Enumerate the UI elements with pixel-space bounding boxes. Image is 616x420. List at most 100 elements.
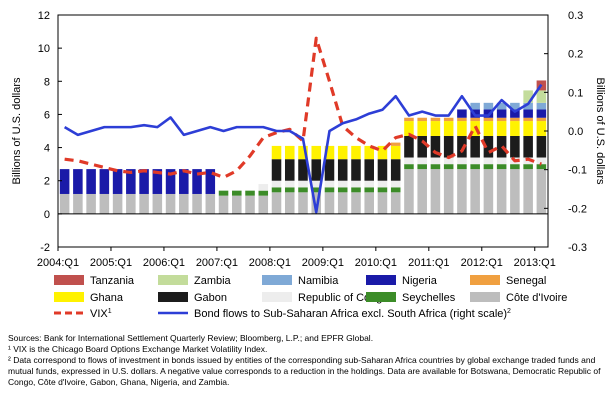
legend-label: VIX1 (90, 308, 112, 320)
bar-ghana-2009-q4 (364, 145, 374, 160)
bar-ghana-2011-q1 (430, 121, 441, 136)
bar-nigeria-2005-q3 (139, 169, 149, 194)
x-tick-label: 2006:Q1 (143, 257, 185, 269)
bar-gabon-2011-q1 (430, 135, 441, 158)
bar-seychelles-2011-q3 (457, 164, 467, 170)
bar-cote-d-ivoire-2009-q2 (337, 192, 348, 214)
legend-label: Gabon (194, 292, 227, 304)
bar-zambia-2012-q4 (523, 90, 533, 103)
y-tick-label: 12 (38, 10, 50, 22)
bar-cote-d-ivoire-2010-q3 (404, 169, 414, 214)
legend-swatch (470, 275, 500, 285)
bar-gabon-2008-q1 (271, 159, 282, 181)
bar-gabon-2009-q1 (324, 159, 335, 181)
bar-seychelles-2011-q1 (430, 164, 441, 170)
y-tick-label: 0 (44, 209, 50, 221)
bar-republic-of-congo-2008-q4 (311, 180, 322, 188)
bar-republic-of-congo-2012-q1 (483, 157, 494, 165)
legend-swatch (262, 292, 292, 302)
bar-cote-d-ivoire-2013-q1 (536, 169, 547, 214)
bar-seychelles-2012-q3 (510, 164, 520, 170)
legend-swatch (54, 292, 84, 302)
bar-ghana-2012-q2 (496, 121, 507, 136)
bar-zambia-2013-q1 (536, 90, 547, 103)
legend-label: Côte d'Ivoire (506, 292, 567, 304)
bar-ghana-2010-q2 (390, 145, 401, 160)
bar-ghana-2009-q3 (351, 145, 361, 160)
y-tick-label: 6 (44, 109, 50, 121)
bar-senegal-2011-q1 (430, 117, 441, 122)
bar-cote-d-ivoire-2010-q2 (390, 192, 401, 214)
legend-swatch (158, 275, 188, 285)
y-tick-label: 10 (38, 43, 50, 55)
bar-nigeria-2004-q2 (73, 169, 83, 194)
bar-cote-d-ivoire-2008-q3 (298, 192, 308, 214)
bar-republic-of-congo-2013-q1 (536, 157, 547, 165)
bar-republic-of-congo-2008-q1 (271, 180, 282, 188)
bar-seychelles-2009-q2 (337, 187, 348, 193)
legend-label: Ghana (90, 292, 124, 304)
x-tick-label: 2007:Q1 (196, 257, 238, 269)
y2-axis-title: Billions of U.S. dollars (594, 78, 606, 185)
footnote-2: ² Data correspond to flows of investment… (8, 355, 601, 387)
y-tick-label: -2 (40, 242, 50, 254)
bar-seychelles-2012-q1 (483, 164, 494, 170)
bar-gabon-2011-q4 (470, 135, 480, 158)
bar-senegal-2012-q3 (510, 117, 520, 122)
x-tick-label: 2004:Q1 (37, 257, 79, 269)
legend-label: Nigeria (402, 275, 438, 287)
x-tick-label: 2013:Q1 (514, 257, 556, 269)
footnote-1: ¹ VIX is the Chicago Board Options Excha… (8, 344, 268, 354)
bar-republic-of-congo-2010-q1 (377, 180, 388, 188)
bar-seychelles-2008-q1 (271, 187, 282, 193)
bar-seychelles-2009-q1 (324, 187, 335, 193)
y2-tick-label: -0.3 (568, 242, 587, 254)
bar-nigeria-2004-q3 (86, 169, 96, 194)
legend-label: Namibia (298, 275, 339, 287)
legend-swatch (54, 275, 84, 285)
bar-gabon-2013-q1 (536, 135, 547, 158)
bar-seychelles-2007-q3 (245, 190, 255, 196)
lines-layer (63, 36, 543, 214)
bar-nigeria-2005-q1 (112, 169, 123, 194)
legend-label: Seychelles (402, 292, 456, 304)
bar-seychelles-2012-q2 (496, 164, 507, 170)
bar-gabon-2012-q4 (523, 135, 533, 158)
bar-nigeria-2006-q1 (165, 169, 176, 194)
legend-swatch (158, 292, 188, 302)
legend-item-nigeria: Nigeria (366, 275, 438, 287)
legend-item-gabon: Gabon (158, 292, 227, 304)
bar-seychelles-2007-q4 (258, 190, 269, 196)
bars-layer (59, 80, 547, 214)
legend-swatch (366, 275, 396, 285)
bar-republic-of-congo-2011-q4 (470, 157, 480, 165)
legend-item-ghana: Ghana (54, 292, 124, 304)
bar-gabon-2009-q3 (351, 159, 361, 181)
y-tick-label: 4 (44, 143, 50, 155)
bar-cote-d-ivoire-2011-q4 (470, 169, 480, 214)
bar-nigeria-2013-q1 (536, 109, 547, 118)
bar-nigeria-2011-q3 (457, 109, 467, 118)
bar-seychelles-2010-q2 (390, 187, 401, 193)
bar-ghana-2009-q1 (324, 145, 335, 160)
bar-cote-d-ivoire-2012-q4 (523, 169, 533, 214)
bar-seychelles-2011-q2 (443, 164, 454, 170)
bar-senegal-2012-q2 (496, 117, 507, 122)
legend-label: Bond flows to Sub-Saharan Africa excl. S… (194, 308, 511, 320)
bar-ghana-2012-q1 (483, 121, 494, 136)
bar-nigeria-2012-q4 (523, 109, 533, 118)
bar-cote-d-ivoire-2004-q2 (73, 193, 83, 214)
bar-namibia-2012-q3 (510, 102, 520, 110)
bar-ghana-2010-q3 (404, 121, 414, 136)
legend-label: Tanzania (90, 275, 135, 287)
bar-senegal-2012-q4 (523, 117, 533, 122)
legend-item-seychelles: Seychelles (366, 292, 456, 304)
y-tick-label: 2 (44, 176, 50, 188)
legend-label: Senegal (506, 275, 546, 287)
bar-nigeria-2006-q4 (205, 169, 216, 194)
bar-cote-d-ivoire-2005-q1 (112, 193, 123, 214)
bar-republic-of-congo-2009-q2 (337, 180, 348, 188)
bar-republic-of-congo-2009-q3 (351, 180, 361, 188)
bar-senegal-2011-q4 (470, 117, 480, 122)
sources-note: Sources: Bank for International Settleme… (8, 333, 374, 343)
